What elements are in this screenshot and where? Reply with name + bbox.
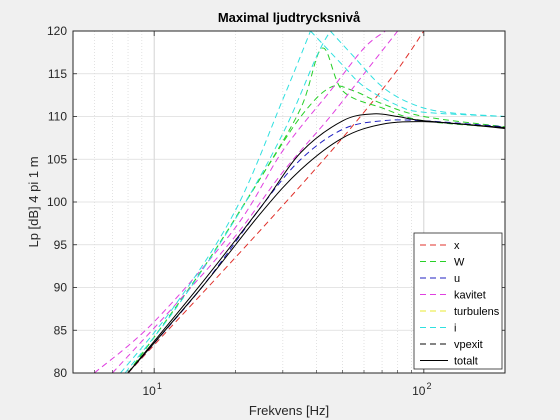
legend-label-turbulens: turbulens <box>454 306 500 318</box>
series-line-kavitet <box>94 31 386 373</box>
y-axis-label: Lp [dB] 4 pi 1 m <box>26 156 41 247</box>
y-tick-label: 80 <box>54 366 68 380</box>
chart-title: Maximal ljudtrycksnivå <box>218 10 361 25</box>
series-line-i <box>120 31 311 373</box>
legend-label-u: u <box>454 273 460 285</box>
y-tick-label: 120 <box>47 24 67 38</box>
legend-label-vpexit: vpexit <box>454 339 483 351</box>
series-line-kavitet <box>112 31 399 373</box>
legend-label-x: x <box>454 240 460 252</box>
y-tick-label: 100 <box>47 195 67 209</box>
legend-label-kavitet: kavitet <box>454 290 486 302</box>
x-axis-label: Frekvens [Hz] <box>249 403 329 418</box>
legend-label-totalt: totalt <box>454 356 478 368</box>
series-line-i <box>124 31 331 373</box>
legend: xWu kavitet turbulens i vpexit totalt <box>413 232 503 370</box>
y-tick-label: 95 <box>54 238 68 252</box>
x-tick-exponent: 1 <box>157 381 162 391</box>
legend-label-i: i <box>454 323 456 335</box>
curves <box>94 31 505 373</box>
y-tick-label: 85 <box>54 323 68 337</box>
legend-box <box>413 232 503 370</box>
series-line-W <box>127 47 505 373</box>
y-tick-label: 90 <box>54 281 68 295</box>
y-tick-label: 110 <box>48 110 67 124</box>
series-line-i <box>329 31 505 117</box>
y-tick-label: 115 <box>48 67 67 81</box>
series-line-totalt <box>127 121 505 373</box>
series-line-i <box>310 31 505 117</box>
series-line-totalt <box>127 113 505 373</box>
x-tick-exponent: 2 <box>426 381 431 391</box>
legend-label-W: W <box>454 257 465 269</box>
y-tick-label: 105 <box>47 152 67 166</box>
series-line-W <box>127 85 505 373</box>
